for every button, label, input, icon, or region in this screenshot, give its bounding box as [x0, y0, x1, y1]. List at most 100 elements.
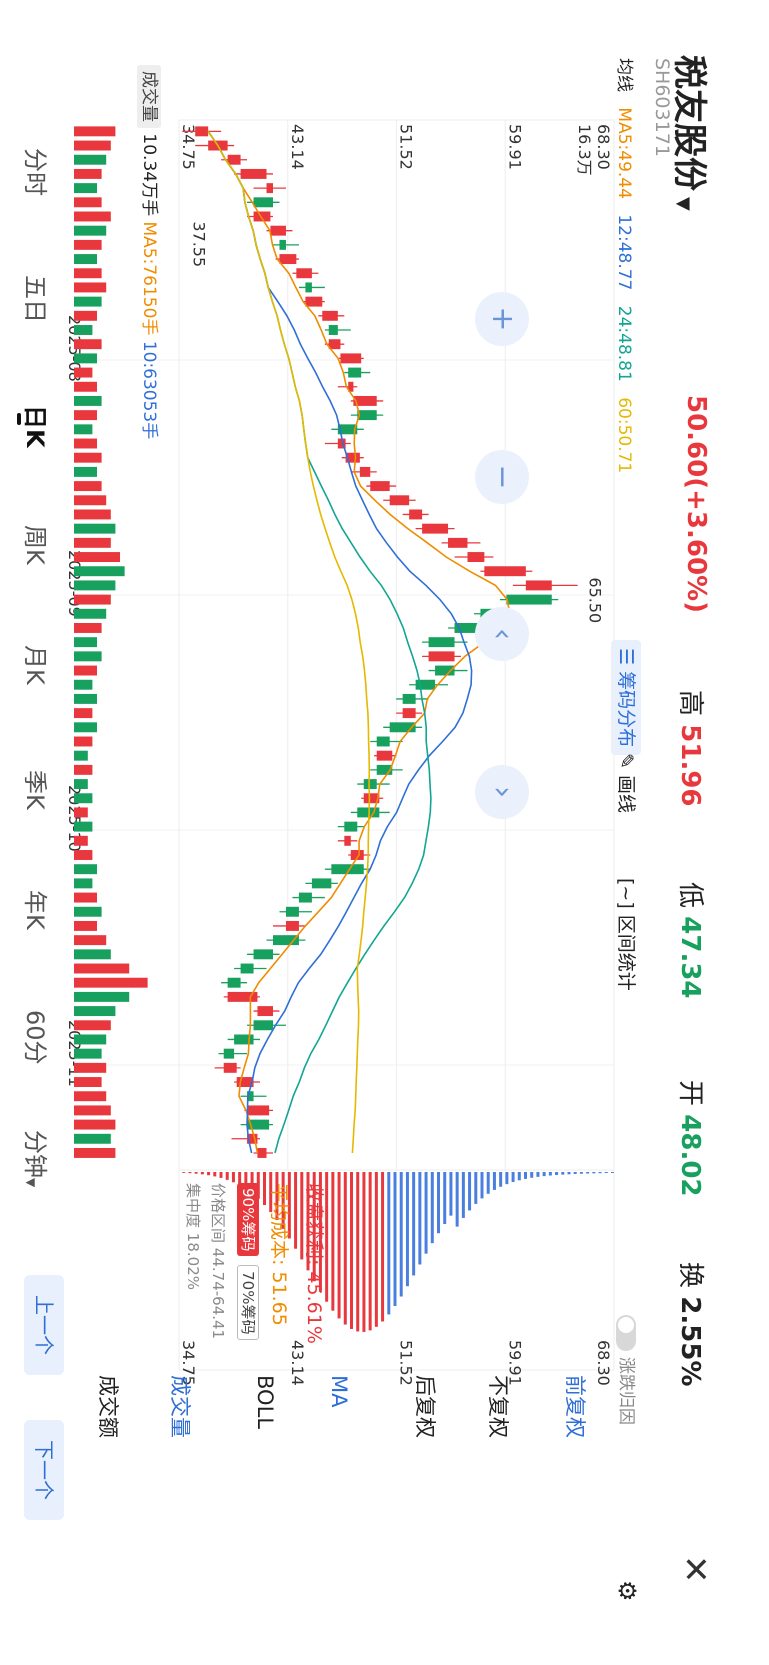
zoom-out-icon[interactable]: − [475, 450, 529, 504]
volume-bar [74, 779, 88, 790]
chip-bar [517, 1172, 521, 1181]
candle-body [279, 239, 286, 250]
chip-70-tab[interactable]: 70%筹码 [237, 1265, 259, 1341]
candle-body [467, 552, 485, 562]
volume-indicator[interactable]: 成交量 [168, 1375, 192, 1438]
chip-bar [356, 1172, 360, 1332]
dropdown-caret-icon: ▼ [24, 1178, 38, 1188]
volume-bar [73, 963, 130, 974]
candle-body [253, 211, 271, 222]
chip-bar [337, 1172, 341, 1319]
volume-bar [74, 381, 98, 392]
candle-body [435, 665, 455, 676]
volume-bar [73, 1077, 102, 1087]
candle-body [506, 594, 552, 605]
volume-bar [73, 1048, 102, 1059]
tab-intraday[interactable]: 分时 [21, 148, 49, 196]
tab-minute[interactable]: 分钟▼ [21, 1130, 49, 1188]
tab-60min[interactable]: 60分 [21, 1010, 49, 1065]
chip-bar [412, 1172, 416, 1276]
high-marker: 65.50 [586, 577, 605, 623]
chip-bar [604, 1172, 608, 1174]
chip-bar [437, 1172, 440, 1234]
tab-weekly[interactable]: 周K [21, 525, 49, 565]
volume-bar [74, 665, 98, 676]
candle-body [305, 296, 323, 307]
chip-bar [200, 1172, 204, 1175]
chip-bar [573, 1172, 577, 1174]
chip-bar [499, 1172, 503, 1187]
candle-body [359, 466, 371, 477]
volume-bar [73, 395, 102, 406]
tab-daily[interactable]: 日K [21, 405, 49, 448]
volume-axis-label: 16.3万 [575, 124, 594, 176]
volume-bar [74, 1034, 107, 1045]
next-button[interactable]: 下一个 [24, 1420, 64, 1520]
volume-bar [74, 1105, 111, 1116]
volume-bar [74, 608, 107, 619]
tab-yearly[interactable]: 年K [21, 890, 49, 930]
boll-indicator[interactable]: BOLL [253, 1375, 277, 1429]
price-axis-label: 43.14 [288, 124, 307, 170]
volume-bar [74, 864, 98, 875]
candle-body [345, 452, 360, 463]
chip-bar [219, 1172, 223, 1178]
chip-bar [486, 1172, 490, 1194]
chip-bar [225, 1172, 229, 1180]
back-adjust-option[interactable]: 后复权 [413, 1375, 437, 1438]
volume-bar [74, 935, 107, 946]
volume-bar [74, 1006, 116, 1017]
candle-body [422, 523, 449, 534]
volume-bar [74, 878, 93, 889]
volume-bar [74, 1020, 111, 1031]
chip-bar [586, 1172, 590, 1174]
chip-bar [318, 1172, 322, 1292]
zoom-in-icon[interactable]: + [475, 292, 529, 346]
chip-bar [194, 1172, 198, 1174]
chip-bar [505, 1172, 509, 1185]
tab-monthly[interactable]: 月K [21, 645, 49, 685]
chip-bar [362, 1172, 366, 1332]
chip-90-tab[interactable]: 90%筹码 [237, 1183, 259, 1257]
no-adjust-option[interactable]: 不复权 [486, 1375, 510, 1438]
scroll-down-icon[interactable]: › [475, 765, 529, 819]
tab-quarterly[interactable]: 季K [21, 770, 49, 810]
ma-indicator[interactable]: MA [327, 1375, 351, 1408]
volume-bar [73, 339, 102, 350]
candle-body [428, 651, 455, 662]
chip-bar [536, 1172, 540, 1177]
candle-body [270, 225, 286, 236]
candle-body [285, 906, 299, 917]
amount-indicator[interactable]: 成交额 [96, 1375, 120, 1438]
candle-body [370, 481, 390, 492]
volume-bar [74, 367, 93, 378]
candle-body [353, 395, 377, 406]
chip-bar [188, 1172, 192, 1174]
candle-body [344, 821, 358, 832]
chip-bar [275, 1172, 279, 1221]
volume-bar [74, 225, 107, 236]
fwd-adjust-option[interactable]: 前复权 [563, 1375, 587, 1438]
volume-label-button[interactable]: 成交量 [137, 65, 161, 128]
volume-bar [74, 438, 98, 449]
volume-bar [74, 793, 93, 804]
candle-body [348, 381, 354, 392]
price-axis-label: 34.75 [179, 124, 198, 170]
volume-bar [74, 140, 111, 151]
volume-bar [74, 310, 98, 321]
prev-button[interactable]: 上一个 [24, 1275, 64, 1375]
tab-five-day[interactable]: 五日 [21, 275, 49, 323]
volume-bar [74, 750, 88, 761]
candle-body [402, 693, 416, 704]
chip-bar [449, 1172, 453, 1216]
chip-bar [325, 1172, 329, 1302]
chip-bar [555, 1172, 559, 1176]
chip-axis-label: 59.91 [505, 1340, 524, 1386]
scroll-up-icon[interactable]: ‹ [475, 607, 529, 661]
chip-bar [598, 1172, 602, 1174]
volume-bar [74, 949, 111, 960]
candle-body [247, 1119, 270, 1130]
volume-bar [74, 424, 93, 435]
chip-bar [511, 1172, 515, 1183]
